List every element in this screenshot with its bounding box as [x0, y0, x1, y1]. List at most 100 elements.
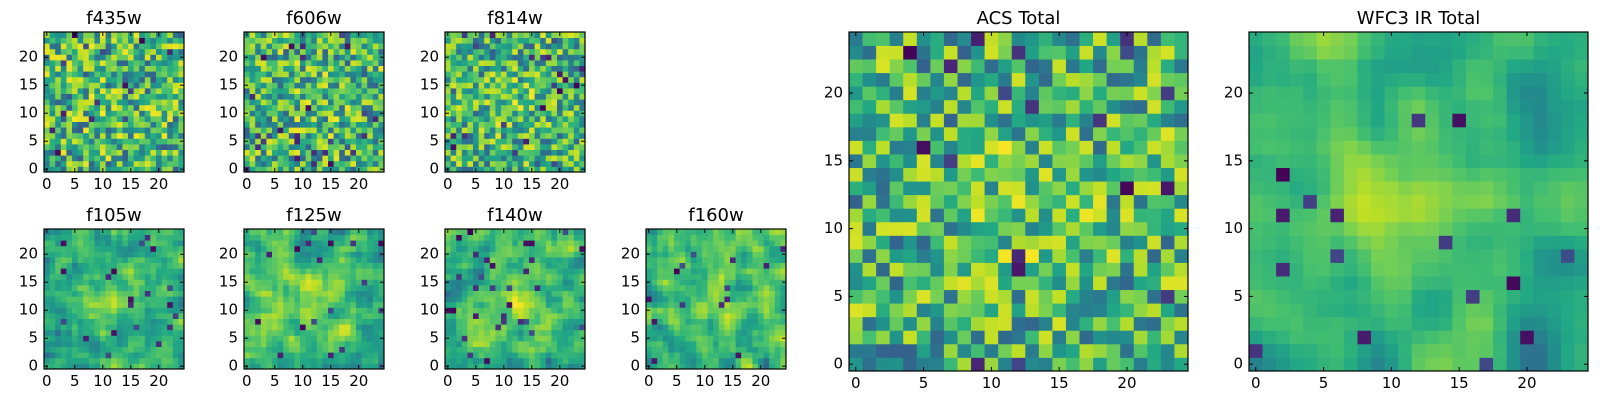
pixel-cell	[456, 346, 463, 353]
pixel-cell	[266, 88, 273, 94]
pixel-cell	[88, 155, 95, 162]
pixel-cell	[1106, 181, 1121, 196]
pixel-cell	[674, 341, 680, 347]
pixel-cell	[266, 273, 273, 280]
pixel-cell	[49, 341, 56, 347]
pixel-cell	[167, 127, 174, 134]
pixel-cell	[769, 245, 776, 252]
pixel-cell	[657, 341, 664, 347]
pixel-cell	[495, 160, 502, 167]
pixel-cell	[1079, 303, 1094, 318]
pixel-cell	[730, 352, 736, 359]
pixel-cell	[540, 160, 547, 167]
pixel-cell	[105, 251, 112, 258]
pixel-cell	[294, 166, 301, 173]
pixel-cell	[445, 37, 451, 44]
pixel-cell	[467, 32, 474, 38]
pixel-cell	[473, 251, 479, 258]
pixel-cell	[344, 273, 351, 280]
pixel-cell	[144, 346, 151, 353]
pixel-cell	[378, 234, 385, 241]
pixel-cell	[283, 166, 290, 173]
pixel-cell	[512, 138, 519, 145]
pixel-cell	[161, 279, 168, 286]
pixel-cell	[255, 268, 262, 275]
pixel-cell	[172, 234, 179, 241]
pixel-cell	[344, 229, 351, 235]
pixel-cell	[277, 60, 284, 66]
pixel-cell	[467, 37, 474, 44]
pixel-cell	[461, 60, 468, 66]
pixel-cell	[378, 104, 385, 111]
pixel-cell	[111, 335, 118, 342]
pixel-cell	[255, 149, 262, 156]
pixel-cell	[668, 262, 675, 269]
pixel-cell	[277, 273, 284, 280]
pixel-cell	[294, 99, 301, 106]
pixel-cell	[144, 127, 151, 134]
pixel-cell	[100, 99, 106, 106]
pixel-cell	[300, 329, 306, 336]
pixel-cell	[328, 240, 334, 247]
pixel-cell	[260, 324, 267, 331]
pixel-cell	[573, 110, 580, 117]
pixel-cell	[1147, 235, 1162, 250]
image-cells	[44, 32, 185, 173]
pixel-cell	[116, 121, 123, 128]
pixel-cell	[161, 160, 168, 167]
pixel-cell	[741, 357, 748, 364]
y-tick-label: 10	[19, 301, 38, 319]
pixel-cell	[272, 262, 278, 269]
pixel-cell	[752, 262, 759, 269]
pixel-cell	[551, 346, 558, 353]
pixel-cell	[545, 335, 552, 342]
pixel-cell	[484, 138, 491, 145]
pixel-cell	[255, 301, 262, 308]
pixel-cell	[557, 335, 563, 342]
pixel-cell	[167, 335, 174, 342]
pixel-cell	[534, 43, 541, 50]
pixel-cell	[916, 262, 931, 277]
pixel-cell	[367, 71, 374, 78]
pixel-cell	[161, 268, 168, 275]
pixel-cell	[1038, 343, 1053, 358]
pixel-cell	[378, 290, 385, 297]
pixel-cell	[44, 273, 50, 280]
pixel-cell	[122, 257, 129, 263]
pixel-cell	[372, 121, 379, 128]
pixel-cell	[83, 32, 90, 38]
pixel-cell	[339, 166, 346, 173]
pixel-cell	[122, 116, 129, 122]
pixel-cell	[573, 279, 580, 286]
pixel-cell	[1106, 330, 1121, 345]
pixel-cell	[1025, 330, 1040, 345]
pixel-cell	[957, 154, 972, 168]
pixel-cell	[116, 363, 123, 370]
pixel-cell	[361, 234, 368, 241]
pixel-cell	[674, 262, 680, 269]
pixel-cell	[971, 276, 985, 291]
pixel-cell	[769, 329, 776, 336]
pixel-cell	[333, 166, 340, 173]
pixel-cell	[707, 357, 714, 364]
pixel-cell	[150, 346, 157, 353]
pixel-cell	[167, 324, 174, 331]
pixel-cell	[49, 335, 56, 342]
pixel-cell	[456, 229, 463, 235]
pixel-cell	[339, 93, 346, 100]
pixel-cell	[322, 132, 329, 139]
pixel-cell	[1079, 221, 1094, 236]
pixel-cell	[111, 76, 118, 83]
pixel-cell	[66, 71, 73, 78]
pixel-cell	[60, 357, 67, 364]
pixel-cell	[100, 262, 106, 269]
pixel-cell	[445, 346, 451, 353]
pixel-cell	[322, 43, 329, 50]
pixel-cell	[523, 88, 530, 94]
pixel-cell	[44, 132, 50, 139]
pixel-cell	[122, 352, 129, 359]
pixel-cell	[685, 301, 692, 308]
pixel-cell	[473, 155, 479, 162]
pixel-cell	[1011, 235, 1026, 250]
pixel-cell	[568, 110, 575, 117]
